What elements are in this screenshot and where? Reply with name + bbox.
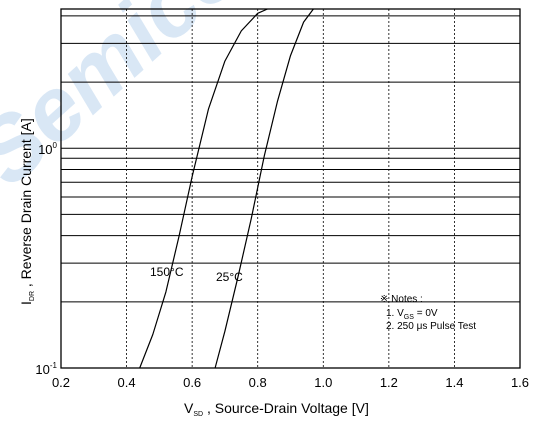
x-tick-label: 0.8	[249, 375, 267, 390]
label-25c: 25°C	[216, 270, 243, 284]
note-2: 2. 250 μs Pulse Test	[386, 321, 476, 332]
series-group	[139, 8, 314, 369]
series-line-150c	[139, 8, 268, 369]
note-1: 1. VGS = 0V	[386, 308, 438, 321]
x-tick-label: 0.2	[52, 375, 70, 390]
x-tick-label: 1.6	[511, 375, 529, 390]
y-tick-label: 100	[38, 141, 57, 157]
x-tick-label: 1.4	[445, 375, 463, 390]
notes-box: ※ Notes : 1. VGS = 0V 2. 250 μs Pulse Te…	[380, 294, 476, 332]
x-tick-label: 0.4	[118, 375, 136, 390]
notes-header: ※ Notes :	[380, 294, 423, 305]
x-tick-label: 1.0	[314, 375, 332, 390]
y-tick-labels: 10-1 100	[35, 141, 57, 377]
x-tick-labels: 0.2 0.4 0.6 0.8 1.0 1.2 1.4 1.6	[52, 375, 529, 390]
series-line-25c	[214, 8, 314, 369]
grid	[61, 9, 520, 368]
y-axis-label: IDR , Reverse Drain Current [A]	[18, 118, 36, 305]
x-axis-label: VSD , Source-Drain Voltage [V]	[184, 400, 369, 418]
x-tick-label: 0.6	[183, 375, 201, 390]
label-150c: 150°C	[150, 265, 184, 279]
y-tick-label: 10-1	[35, 361, 57, 377]
x-tick-label: 1.2	[380, 375, 398, 390]
plot-frame	[60, 8, 521, 369]
